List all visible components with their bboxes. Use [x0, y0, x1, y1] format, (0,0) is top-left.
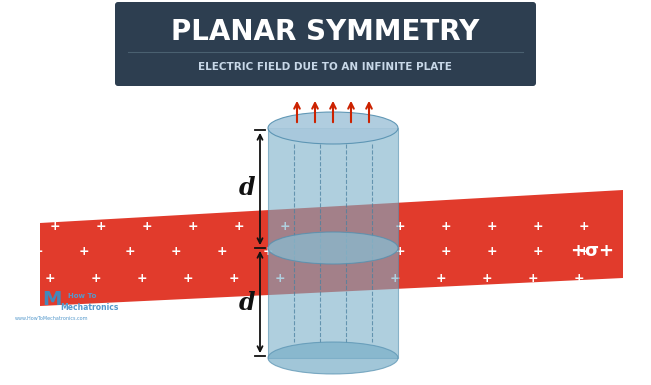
Text: +: + [395, 244, 406, 258]
Polygon shape [268, 128, 398, 358]
Text: +: + [441, 244, 451, 258]
Text: +: + [487, 219, 497, 233]
Text: +: + [234, 219, 244, 233]
Text: +: + [574, 271, 585, 285]
Text: +: + [441, 219, 451, 233]
Text: +: + [390, 271, 400, 285]
Text: +: + [528, 271, 538, 285]
Text: +: + [533, 244, 544, 258]
Text: +: + [96, 219, 106, 233]
Text: d: d [239, 291, 255, 315]
Text: ELECTRIC FIELD DUE TO AN INFINITE PLATE: ELECTRIC FIELD DUE TO AN INFINITE PLATE [198, 62, 452, 72]
Text: How To: How To [68, 293, 96, 299]
Text: +: + [79, 244, 89, 258]
Text: +: + [275, 271, 285, 285]
Text: +: + [533, 219, 544, 233]
Text: +: + [263, 244, 273, 258]
Text: +: + [579, 244, 589, 258]
Text: d: d [239, 176, 255, 200]
Polygon shape [40, 190, 623, 306]
Ellipse shape [268, 232, 398, 264]
Text: +: + [395, 219, 406, 233]
Text: +: + [229, 271, 240, 285]
Text: PLANAR SYMMETRY: PLANAR SYMMETRY [171, 18, 479, 46]
Text: +: + [280, 219, 290, 233]
Text: +: + [487, 244, 497, 258]
Text: +: + [137, 271, 147, 285]
Text: +: + [125, 244, 135, 258]
Text: +: + [171, 244, 182, 258]
Text: +: + [142, 219, 152, 233]
Text: +: + [49, 219, 61, 233]
Text: Mechatronics: Mechatronics [60, 303, 118, 312]
Text: +: + [183, 271, 193, 285]
Text: +σ+: +σ+ [570, 242, 614, 260]
Text: www.HowToMechatronics.com: www.HowToMechatronics.com [15, 316, 89, 321]
Text: +: + [187, 219, 199, 233]
Text: +: + [482, 271, 492, 285]
Text: M: M [42, 290, 62, 309]
Text: +: + [45, 271, 55, 285]
Ellipse shape [268, 342, 398, 374]
Text: +: + [217, 244, 227, 258]
Text: +: + [436, 271, 447, 285]
Text: +: + [33, 244, 44, 258]
Ellipse shape [268, 112, 398, 144]
Text: +: + [90, 271, 102, 285]
Text: +: + [579, 219, 589, 233]
FancyBboxPatch shape [115, 2, 536, 86]
